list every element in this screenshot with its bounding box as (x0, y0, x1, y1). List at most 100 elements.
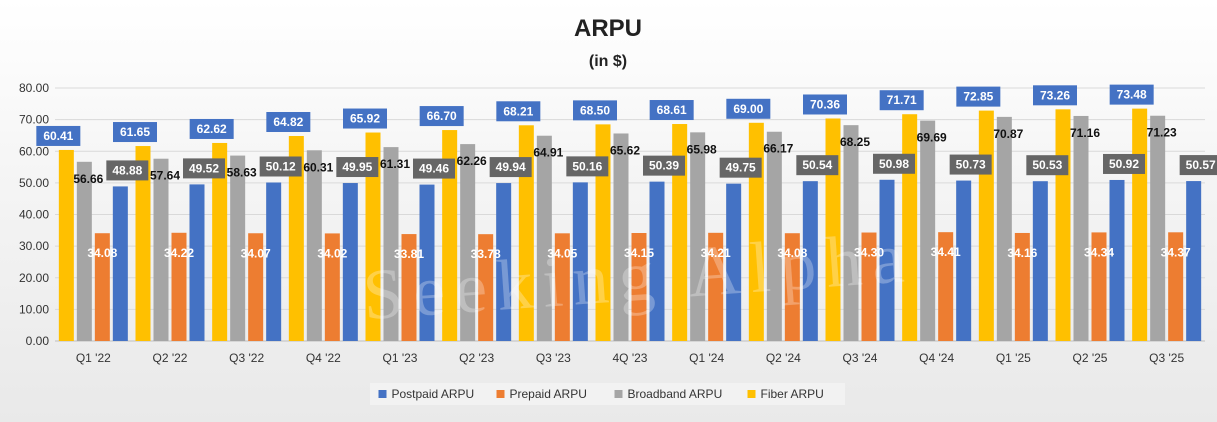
data-label-fiber: 71.71 (887, 93, 917, 107)
bar-fiber-arpu (442, 130, 458, 341)
bar-broadband-arpu (460, 144, 476, 341)
bar-fiber-arpu (978, 110, 994, 341)
legend-swatch-broadband-arpu (614, 390, 623, 398)
bar-broadband-arpu (306, 150, 322, 341)
data-label-postpaid: 50.53 (1032, 158, 1062, 172)
fiber-label-box (1033, 85, 1077, 106)
y-tick-label: 20.00 (19, 271, 49, 285)
postpaid-label-box (183, 158, 225, 179)
x-tick-label: Q2 '23 (459, 351, 494, 365)
bar-prepaid-arpu (631, 233, 647, 341)
y-tick-label: 50.00 (19, 176, 49, 190)
data-label-postpaid: 50.73 (956, 158, 986, 172)
data-label-prepaid: 34.16 (1007, 246, 1037, 260)
bar-postpaid-arpu (189, 184, 205, 341)
postpaid-label-box (1179, 155, 1217, 176)
fiber-label-box (649, 100, 694, 121)
data-label-prepaid: 34.41 (931, 245, 961, 259)
data-label-prepaid: 34.34 (1084, 245, 1114, 259)
bar-broadband-arpu (613, 133, 629, 341)
bar-fiber-arpu (518, 125, 534, 341)
bar-prepaid-arpu (784, 233, 800, 341)
x-tick-label: Q4 '22 (306, 351, 341, 365)
postpaid-label-box (489, 157, 532, 178)
bar-postpaid-arpu (726, 183, 742, 341)
bar-postpaid-arpu (419, 184, 435, 341)
data-label-prepaid: 34.05 (547, 246, 577, 260)
postpaid-label-box (643, 155, 685, 176)
x-tick-label: Q2 '22 (153, 351, 188, 365)
data-label-fiber: 66.70 (427, 109, 457, 123)
x-tick-label: Q1 '23 (383, 351, 418, 365)
data-label-prepaid: 33.81 (394, 247, 424, 261)
postpaid-label-box (259, 156, 302, 177)
bar-postpaid-arpu (572, 182, 588, 341)
data-label-fiber: 68.50 (580, 103, 610, 117)
data-label-postpaid: 50.57 (1186, 158, 1216, 172)
data-label-broadband: 68.25 (840, 135, 870, 149)
bar-fiber-arpu (1132, 108, 1148, 341)
data-label-broadband: 60.31 (303, 160, 333, 174)
data-label-prepaid: 34.22 (164, 246, 194, 260)
bar-prepaid-arpu (401, 234, 417, 341)
data-label-prepaid: 34.08 (87, 246, 117, 260)
data-label-postpaid: 50.98 (879, 157, 909, 171)
bar-broadband-arpu (920, 120, 936, 341)
bar-broadband-arpu (383, 147, 399, 341)
data-label-prepaid: 34.30 (854, 246, 884, 260)
data-label-fiber: 73.48 (1117, 88, 1147, 102)
legend: Postpaid ARPU Prepaid ARPU Broadband ARPU F… (370, 383, 845, 405)
bar-postpaid-arpu (496, 183, 512, 341)
bar-fiber-arpu (672, 124, 688, 341)
x-tick-label: Q4 '24 (919, 351, 954, 365)
fiber-label-box (266, 112, 311, 133)
bar-fiber-arpu (365, 132, 381, 341)
x-tick-label: Q3 '24 (843, 351, 878, 365)
x-axis-ticks: Q1 '22 Q2 '22 Q3 '22 Q4 '22 Q1 '23 Q2 '23 Q3 '… (76, 351, 1185, 365)
x-tick-label: 4Q '23 (613, 351, 648, 365)
y-tick-label: 80.00 (19, 81, 49, 95)
fiber-label-box (879, 90, 924, 111)
postpaid-label-box (1103, 153, 1145, 174)
grid-lines (55, 87, 1205, 342)
data-label-fiber: 70.36 (810, 97, 840, 111)
data-label-fiber: 60.41 (43, 129, 73, 143)
data-label-fiber: 65.92 (350, 112, 380, 126)
bar-broadband-arpu (76, 161, 92, 341)
bar-postpaid-arpu (879, 179, 895, 341)
x-tick-label: Q3 '25 (1149, 351, 1184, 365)
data-label-postpaid: 50.92 (1109, 157, 1139, 171)
data-label-fiber: 61.65 (120, 125, 150, 139)
postpaid-label-box (719, 157, 762, 178)
bar-fiber-arpu (1055, 109, 1071, 341)
y-tick-label: 70.00 (19, 113, 49, 127)
bar-broadband-arpu (1150, 115, 1166, 341)
bar-prepaid-arpu (1091, 232, 1107, 341)
data-label-prepaid: 34.07 (241, 246, 271, 260)
bar-broadband-arpu (996, 116, 1012, 341)
fiber-label-box (496, 101, 541, 122)
postpaid-label-box (566, 156, 609, 177)
data-label-postpaid: 50.54 (802, 158, 832, 172)
bar-prepaid-arpu (171, 232, 187, 341)
legend-swatch-fiber-arpu (747, 390, 756, 398)
postpaid-label-box (1026, 155, 1069, 176)
bar-prepaid-arpu (554, 233, 570, 341)
data-label-postpaid: 49.94 (496, 160, 526, 174)
data-label-broadband: 62.26 (457, 154, 487, 168)
data-label-prepaid: 34.37 (1161, 245, 1191, 259)
legend-label-fiber-arpu: Fiber ARPU (761, 387, 824, 401)
bar-postpaid-arpu (266, 182, 282, 341)
data-label-postpaid: 50.39 (649, 159, 679, 173)
x-tick-label: Q1 '22 (76, 351, 111, 365)
bar-prepaid-arpu (861, 232, 877, 341)
data-label-fiber: 72.85 (963, 90, 993, 104)
data-label-broadband: 61.31 (380, 157, 410, 171)
data-label-broadband: 56.66 (73, 172, 103, 186)
data-label-broadband: 65.98 (687, 142, 717, 156)
y-tick-label: 60.00 (19, 144, 49, 158)
bar-prepaid-arpu (478, 234, 494, 341)
chart-subtitle: (in $) (589, 53, 627, 70)
bar-prepaid-arpu (1168, 232, 1184, 341)
